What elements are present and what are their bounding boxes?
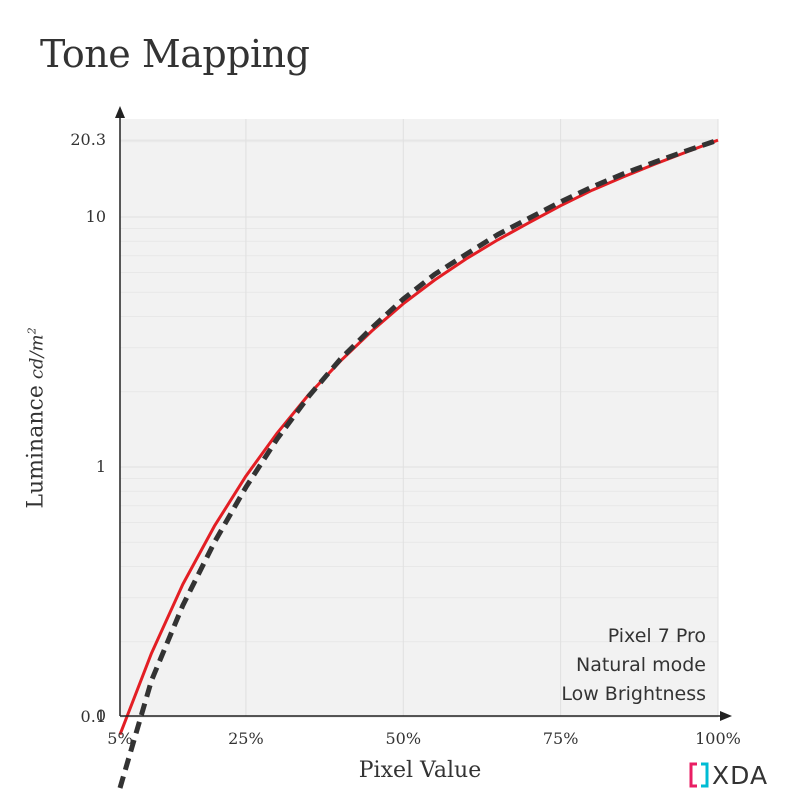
y-tick-label: 0 [96,706,106,725]
y-tick-label: 10 [86,207,106,226]
annotation-mode: Natural mode [575,654,706,676]
x-tick-label: 5% [107,729,132,748]
x-tick-label: 50% [385,729,421,748]
brand-name: XDA [712,760,769,790]
annotation-device: Pixel 7 Pro [607,625,706,647]
y-tick-label: 20.3 [70,130,106,149]
brand-logo: XDA [688,760,768,790]
y-axis-arrow-icon [115,106,125,118]
x-tick-label: 25% [228,729,264,748]
series-layer [117,137,719,789]
xda-bracket-icon [689,762,709,788]
x-axis-arrow-icon [720,711,732,721]
x-axis-label: Pixel Value [358,758,482,783]
annotation-brightness: Low Brightness [561,683,706,705]
plot-area [120,119,718,716]
y-tick-label: 0.1 [81,707,106,726]
chart-annotation: Pixel 7 Pro Natural mode Low Brightness [561,622,706,709]
tick-labels: 00.1 1 10 20.3 5% 25% 50% 75% 100% [70,130,741,748]
series-line-dashed [117,137,719,789]
series-line-solid [118,138,719,736]
x-tick-label: 100% [695,729,741,748]
chart-title: Tone Mapping [40,32,310,76]
x-tick-label: 75% [543,729,579,748]
y-tick-label: 1 [96,457,106,476]
